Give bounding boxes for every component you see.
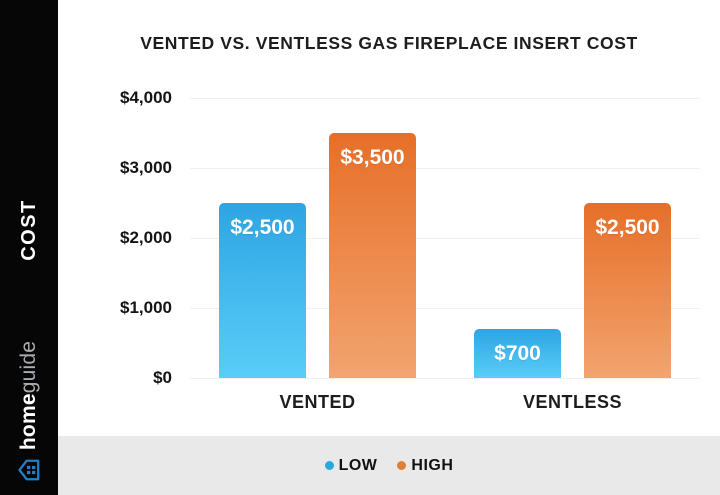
category-label-ventless: VENTLESS [522, 392, 623, 412]
homeguide-brand: homeguide [15, 337, 43, 487]
bar-vented-low: $2,500 [219, 203, 306, 378]
brand-name: homeguide [17, 341, 41, 450]
house-logo-icon [18, 459, 40, 481]
gridline [190, 168, 700, 169]
brand-name-guide: guide [17, 340, 40, 394]
y-tick-label: $1,000 [120, 298, 172, 317]
bar-value-label: $3,500 [340, 146, 405, 169]
category-label-vented: VENTED [279, 392, 356, 412]
chart-title: VENTED VS. VENTLESS GAS FIREPLACE INSERT… [140, 33, 638, 53]
bar-ventless-low: $700 [474, 329, 561, 378]
legend-item-low: LOW [324, 456, 378, 475]
plot-area: $2,500 $3,500 $700 $2,500 [190, 98, 700, 379]
bar-value-label: $2,500 [595, 216, 660, 239]
sidebar: COST homeguide [0, 0, 58, 495]
legend-dot-low-icon [324, 461, 334, 470]
gridline [190, 238, 700, 239]
gridline [190, 308, 700, 309]
y-tick-label: $2,000 [120, 228, 172, 247]
sidebar-vertical-label: COST [18, 199, 40, 261]
bar-ventless-high: $2,500 [584, 203, 671, 378]
y-tick-label: $3,000 [120, 158, 172, 177]
bar-value-label: $2,500 [230, 216, 295, 239]
brand-name-home: home [17, 393, 40, 451]
bar-vented-high: $3,500 [329, 133, 416, 378]
legend-item-high: HIGH [397, 457, 453, 475]
y-tick-label: $4,000 [120, 88, 172, 107]
bar-value-label: $700 [494, 341, 541, 365]
legend-label-high: HIGH [411, 456, 454, 474]
legend: LOW HIGH [58, 436, 720, 495]
gridline [190, 98, 700, 99]
gridline [190, 378, 700, 379]
legend-label-low: LOW [338, 456, 378, 474]
y-tick-label: $0 [153, 368, 172, 387]
legend-dot-high-icon [397, 461, 407, 470]
x-axis-labels: VENTED VENTLESS [190, 392, 700, 413]
